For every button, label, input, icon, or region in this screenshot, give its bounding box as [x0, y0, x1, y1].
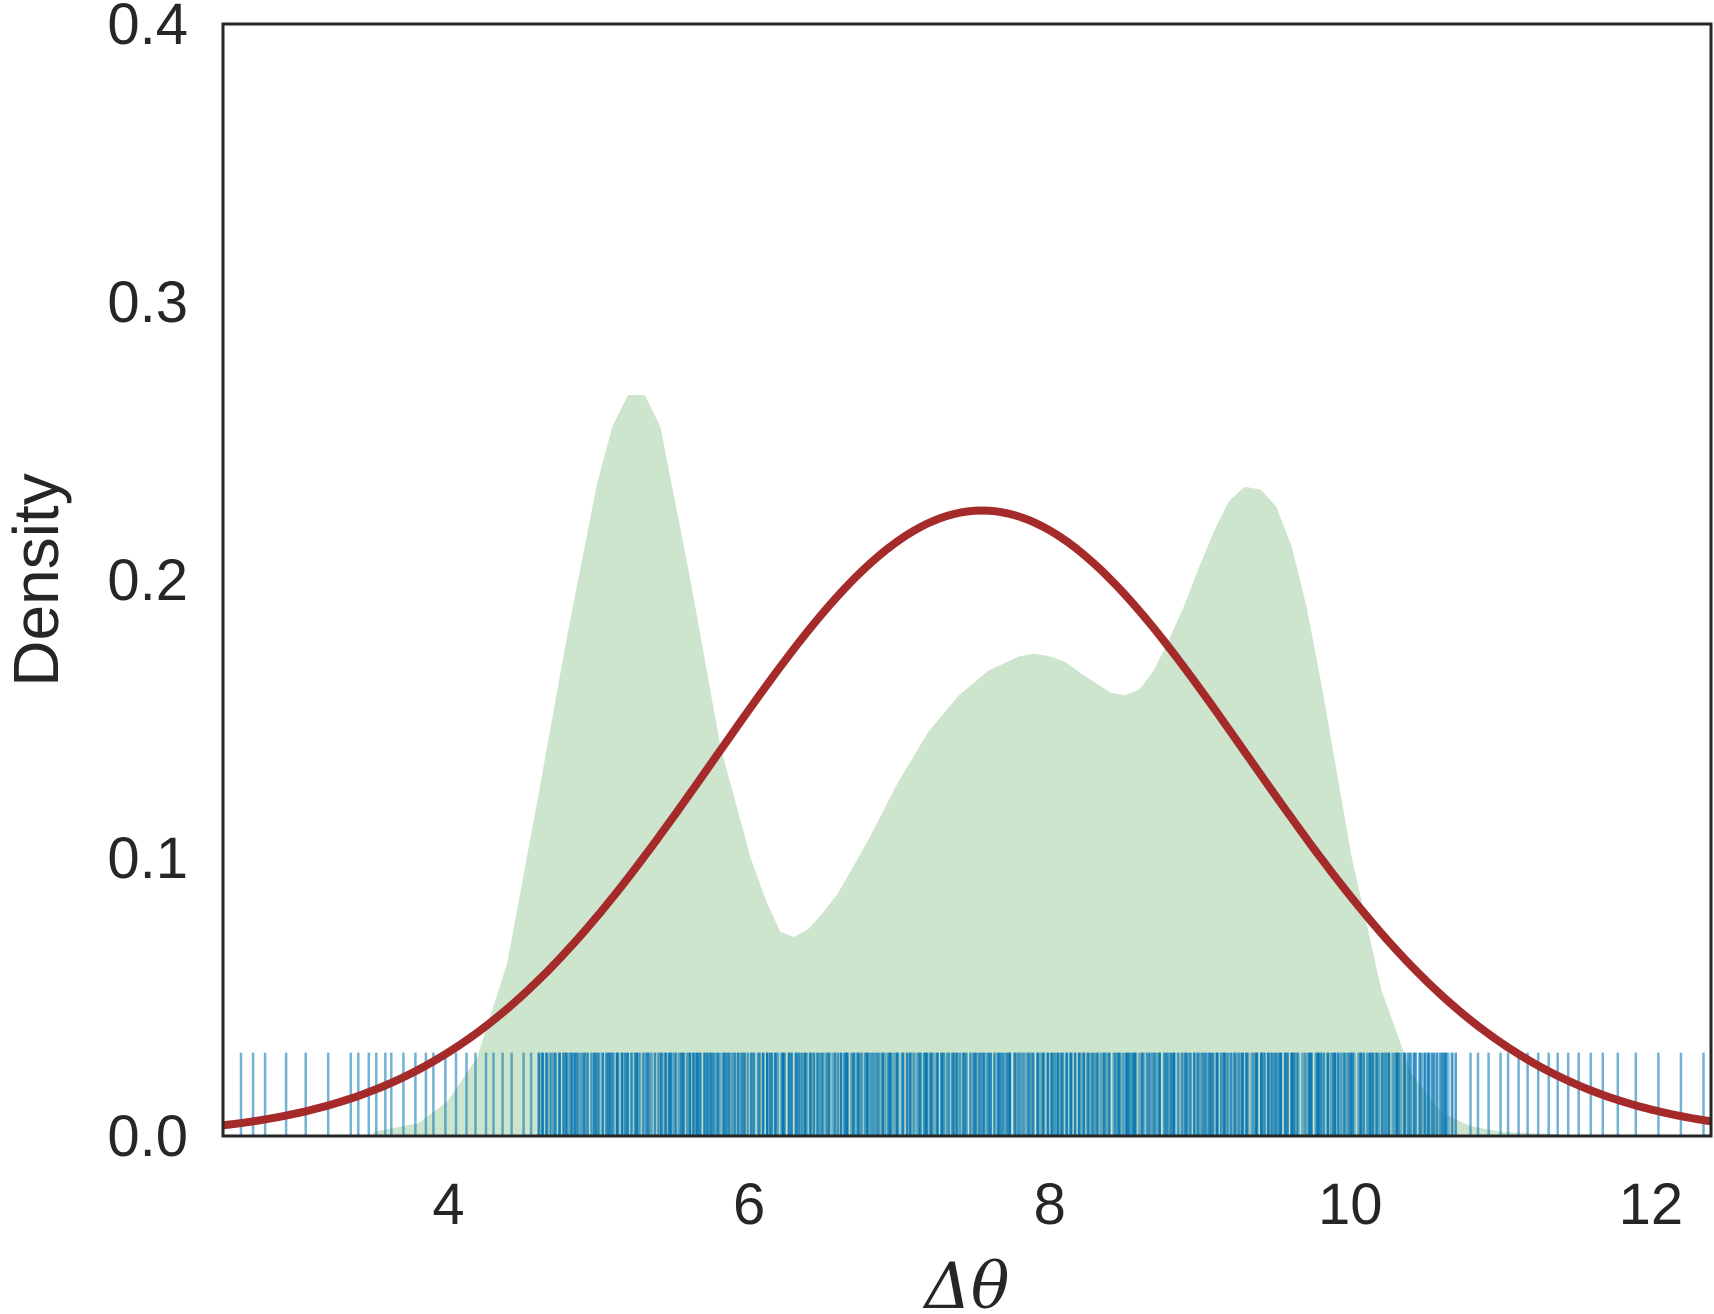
y-tick-label: 0.3 — [107, 270, 188, 335]
kde-outline — [373, 395, 1561, 1136]
x-tick-label: 12 — [1619, 1172, 1684, 1237]
kde-area — [373, 396, 1561, 1136]
x-tick-label: 6 — [733, 1172, 765, 1237]
plot-frame — [221, 22, 1713, 1138]
x-tick-label: 10 — [1318, 1172, 1383, 1237]
y-tick-label: 0.0 — [107, 1104, 188, 1169]
x-axis-label: Δθ — [922, 1250, 1010, 1314]
plot-area — [223, 395, 1711, 1136]
normal-fit-line — [223, 506, 1711, 1130]
y-tick-label: 0.2 — [107, 548, 188, 613]
y-axis-ticks: 0.0 0.1 0.2 0.3 0.4 — [107, 0, 188, 1169]
y-tick-label: 0.1 — [107, 826, 188, 891]
y-tick-label: 0.4 — [107, 0, 188, 57]
x-tick-label: 4 — [432, 1172, 464, 1237]
rug-ticks — [239, 1052, 1705, 1136]
y-axis-label: Density — [0, 473, 72, 686]
x-tick-label: 8 — [1034, 1172, 1066, 1237]
x-axis-ticks: 4 6 8 10 12 — [432, 1172, 1683, 1237]
